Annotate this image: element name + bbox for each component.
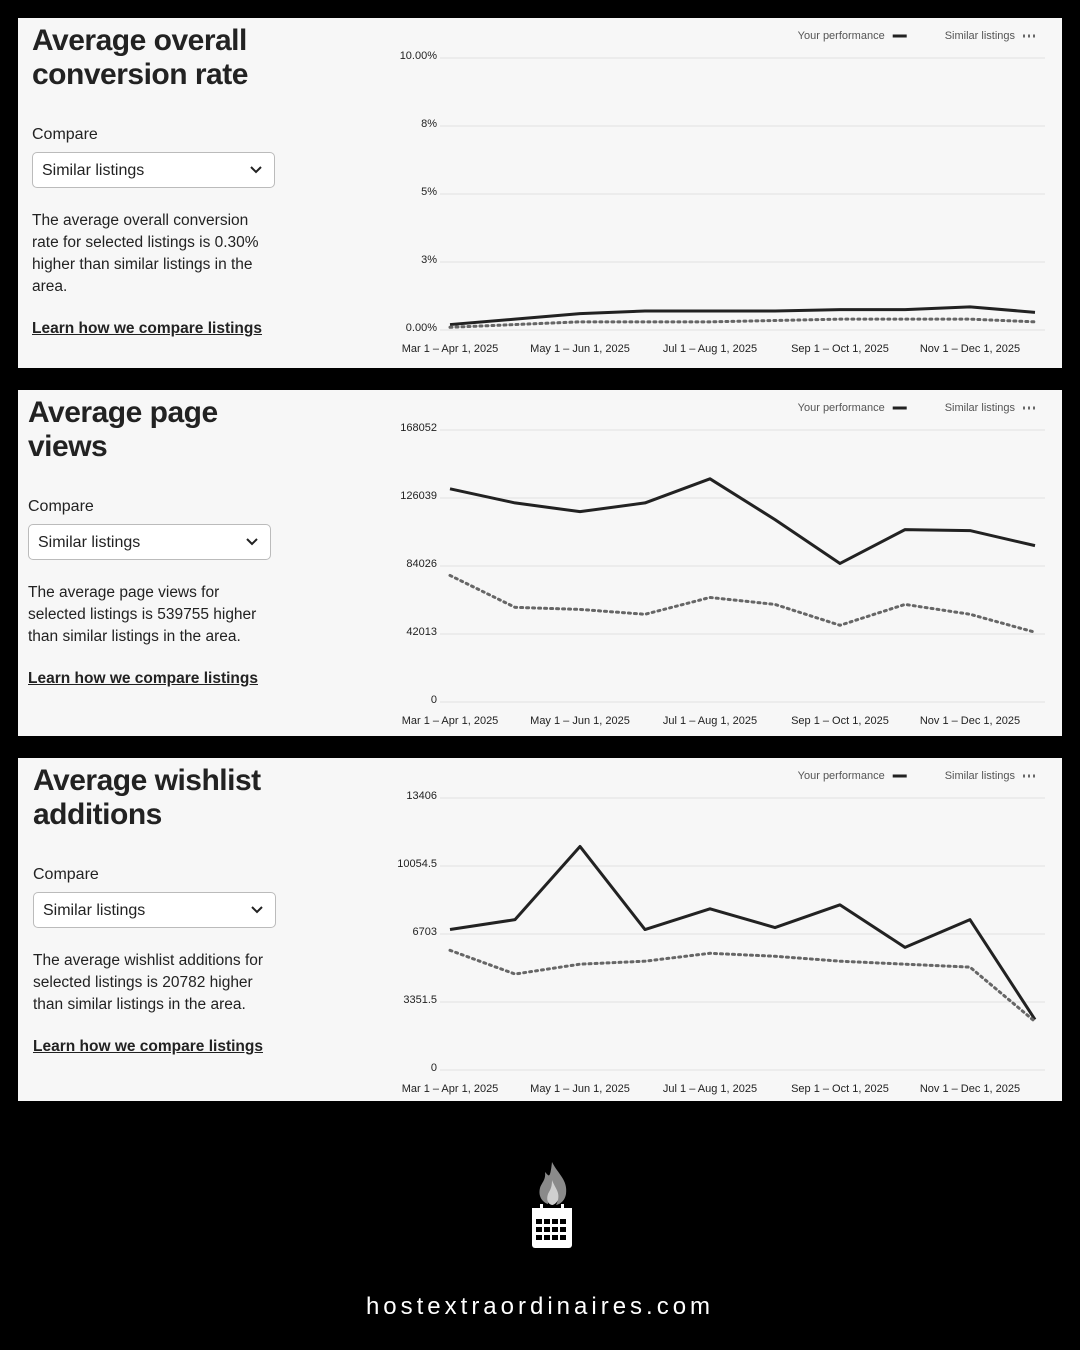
x-tick-label: Mar 1 – Apr 1, 2025	[402, 343, 499, 355]
chevron	[246, 538, 258, 546]
panel-info: Average overall conversion rate Compare …	[32, 24, 322, 338]
compare-select[interactable]: Similar listings	[33, 892, 276, 928]
learn-link[interactable]: Learn how we compare listings	[28, 670, 258, 687]
y-tick-label: 168052	[400, 422, 437, 434]
x-tick-label: Jul 1 – Aug 1, 2025	[663, 1083, 757, 1095]
learn-link[interactable]: Learn how we compare listings	[33, 1038, 263, 1055]
x-tick-label: Nov 1 – Dec 1, 2025	[920, 715, 1020, 727]
description: The average wishlist additions for selec…	[33, 952, 264, 1013]
legend-label: Similar listings	[945, 402, 1016, 414]
description: The average page views for selected list…	[28, 584, 257, 645]
chart: 0 3351.5 6703 10054.5 13406 Mar 1 – Apr 1, 20…	[397, 770, 1045, 1095]
compare-select[interactable]: Similar listings	[32, 152, 275, 188]
y-tick-label: 3%	[421, 254, 437, 266]
x-tick-label: Sep 1 – Oct 1, 2025	[791, 1083, 889, 1095]
chart: 0.00% 3% 5% 8% 10.00% Mar 1 – Apr 1, 2025 May …	[400, 30, 1045, 355]
x-tick-label: Mar 1 – Apr 1, 2025	[402, 715, 499, 727]
chevron	[251, 906, 263, 914]
compare-select[interactable]: Similar listings	[28, 524, 271, 560]
panel-info: Average wishlist additions Compare Simil…	[33, 764, 323, 1056]
series-line	[448, 948, 1037, 1024]
series-line	[449, 305, 1036, 327]
y-tick-label: 5%	[421, 186, 437, 198]
y-tick-label: 126039	[400, 490, 437, 502]
panel-title: Average wishlist additions	[33, 764, 261, 831]
legend-label: Similar listings	[945, 770, 1016, 782]
learn-link[interactable]: Learn how we compare listings	[32, 320, 262, 337]
y-tick-label: 10054.5	[397, 858, 437, 870]
x-tick-label: May 1 – Jun 1, 2025	[530, 1083, 630, 1095]
y-tick-label: 13406	[406, 790, 437, 802]
series-line	[448, 573, 1037, 634]
series-line	[449, 844, 1037, 1021]
y-tick-label: 84026	[406, 558, 437, 570]
select-value: Similar listings	[43, 902, 146, 919]
x-tick-label: May 1 – Jun 1, 2025	[530, 715, 630, 727]
y-tick-label: 0	[431, 1062, 437, 1074]
chart: 0 42013 84026 126039 168052 Mar 1 – Apr 1, 20…	[400, 402, 1045, 727]
y-tick-label: 6703	[413, 926, 437, 938]
x-tick-label: Nov 1 – Dec 1, 2025	[920, 343, 1020, 355]
y-tick-label: 3351.5	[403, 994, 437, 1006]
x-tick-label: Jul 1 – Aug 1, 2025	[663, 343, 757, 355]
panel-title: Average page views	[28, 396, 218, 463]
panel-info: Average page views Compare Similar listi…	[28, 396, 318, 688]
x-tick-label: May 1 – Jun 1, 2025	[530, 343, 630, 355]
description: The average overall conversion rate for …	[32, 212, 259, 295]
y-tick-label: 0.00%	[406, 322, 437, 334]
y-tick-label: 42013	[406, 626, 437, 638]
chevron	[250, 166, 262, 174]
x-tick-label: Sep 1 – Oct 1, 2025	[791, 715, 889, 727]
y-tick-label: 0	[431, 694, 437, 706]
panel: Average wishlist additions Compare Simil…	[18, 758, 1062, 1101]
select-value: Similar listings	[42, 162, 145, 179]
legend-label: Your performance	[798, 402, 885, 414]
legend-label: Your performance	[798, 770, 885, 782]
y-tick-label: 8%	[421, 118, 437, 130]
website: hostextraordinaires.com	[365, 1293, 715, 1320]
logo-icon	[532, 1162, 572, 1248]
x-tick-label: Sep 1 – Oct 1, 2025	[791, 343, 889, 355]
compare-label: Compare	[33, 866, 99, 883]
select-value: Similar listings	[38, 534, 141, 551]
x-tick-label: Mar 1 – Apr 1, 2025	[402, 1083, 499, 1095]
panel-title: Average overall conversion rate	[32, 24, 248, 91]
legend-label: Similar listings	[945, 30, 1016, 42]
compare-label: Compare	[32, 126, 98, 143]
series-line	[448, 317, 1037, 329]
x-tick-label: Jul 1 – Aug 1, 2025	[663, 715, 757, 727]
legend-label: Your performance	[798, 30, 885, 42]
x-tick-label: Nov 1 – Dec 1, 2025	[920, 1083, 1020, 1095]
panel: Average overall conversion rate Compare …	[18, 18, 1062, 368]
series-line	[449, 477, 1036, 565]
y-tick-label: 10.00%	[400, 50, 438, 62]
compare-label: Compare	[28, 498, 94, 515]
panel: Average page views Compare Similar listi…	[18, 390, 1062, 736]
